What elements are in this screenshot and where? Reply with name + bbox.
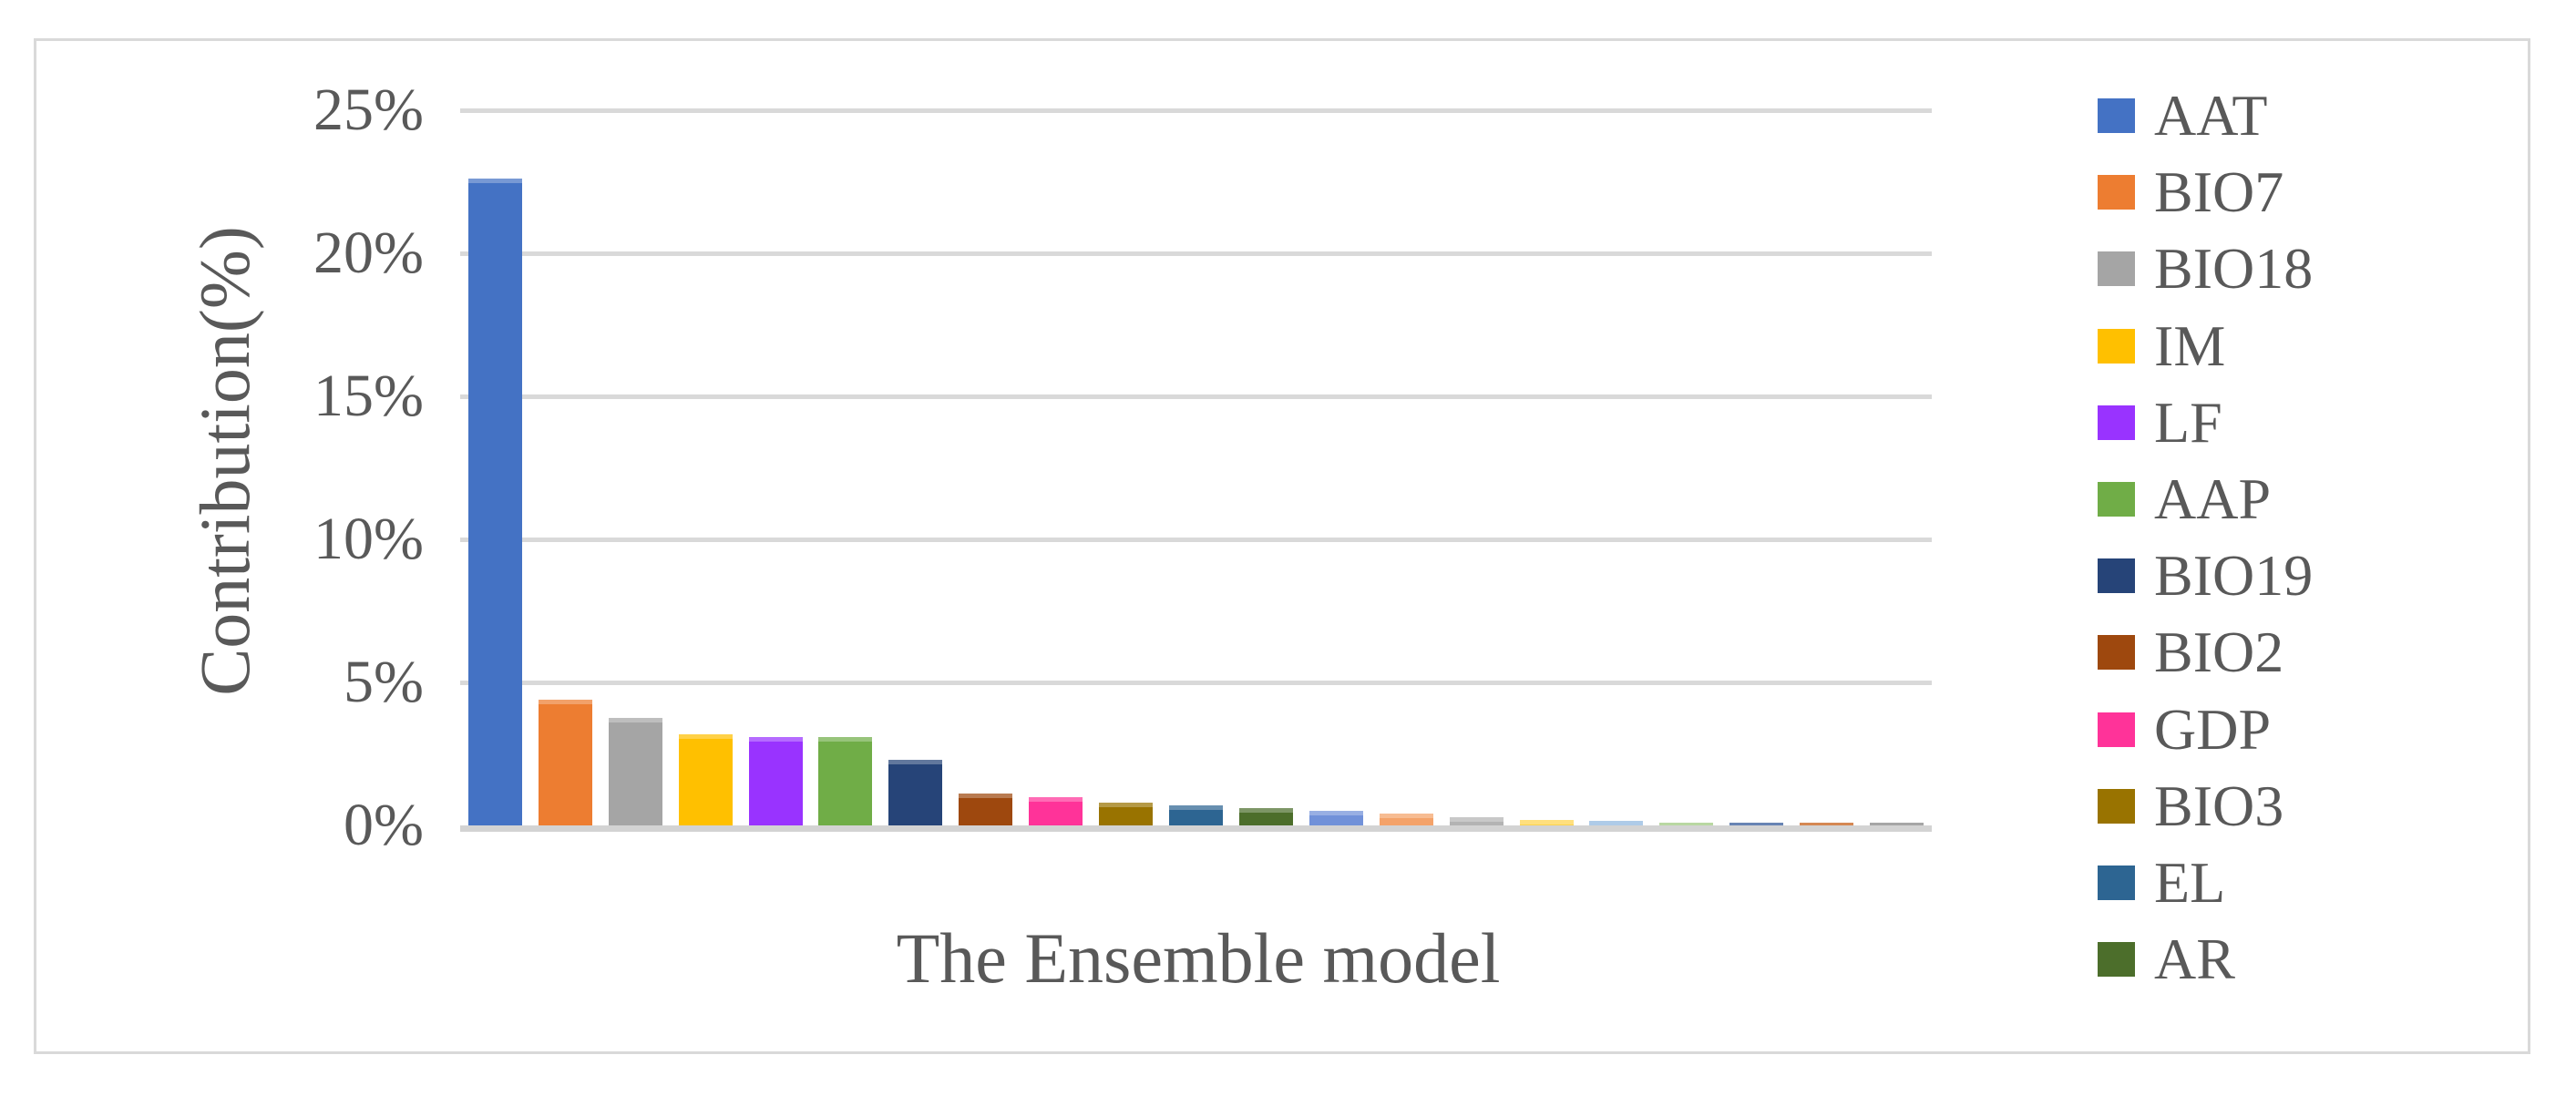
legend-label-BIO2: BIO2 <box>2154 620 2284 684</box>
legend-swatch-BIO7 <box>2098 175 2135 210</box>
bar-BIO18 <box>609 718 662 825</box>
gridline-5% <box>460 681 1932 685</box>
legend-swatch-AAT <box>2098 98 2135 133</box>
x-axis-line <box>460 825 1932 832</box>
bar-series-17 <box>1589 821 1643 825</box>
legend-item-AAT: AAT <box>2098 83 2268 148</box>
y-tick-label-5%: 5% <box>344 649 424 715</box>
legend-label-AAP: AAP <box>2154 466 2272 531</box>
legend-item-BIO2: BIO2 <box>2098 620 2284 684</box>
bar-IM <box>679 734 733 825</box>
bar-AR <box>1239 808 1293 825</box>
y-tick-label-10%: 10% <box>313 506 424 572</box>
legend-item-EL: EL <box>2098 850 2226 915</box>
bar-series-20 <box>1800 823 1853 825</box>
legend-item-BIO7: BIO7 <box>2098 159 2284 224</box>
legend-label-BIO18: BIO18 <box>2154 236 2314 301</box>
bar-AAT <box>468 179 522 825</box>
legend-label-LF: LF <box>2154 390 2222 455</box>
legend-label-AAT: AAT <box>2154 83 2268 148</box>
legend-swatch-GDP <box>2098 712 2135 747</box>
legend-label-EL: EL <box>2154 850 2226 915</box>
legend-label-BIO7: BIO7 <box>2154 159 2284 224</box>
legend-label-AR: AR <box>2154 927 2235 991</box>
legend-swatch-AR <box>2098 942 2135 977</box>
legend-item-BIO3: BIO3 <box>2098 773 2284 838</box>
legend-label-BIO3: BIO3 <box>2154 773 2284 838</box>
legend-item-GDP: GDP <box>2098 697 2272 762</box>
legend-item-BIO19: BIO19 <box>2098 543 2314 608</box>
legend-item-AR: AR <box>2098 927 2235 991</box>
legend-label-GDP: GDP <box>2154 697 2272 762</box>
legend-item-BIO18: BIO18 <box>2098 236 2314 301</box>
legend-label-BIO19: BIO19 <box>2154 543 2314 608</box>
bar-series-18 <box>1659 823 1713 825</box>
legend-swatch-AAP <box>2098 482 2135 517</box>
gridline-15% <box>460 394 1932 399</box>
bar-BIO7 <box>539 700 592 825</box>
x-axis-title: The Ensemble model <box>896 918 1501 998</box>
bar-series-21 <box>1870 823 1924 825</box>
y-axis-title: Contribution(%) <box>185 226 264 696</box>
bar-BIO3 <box>1099 803 1153 825</box>
legend-swatch-BIO3 <box>2098 789 2135 824</box>
bar-AAP <box>818 737 872 825</box>
gridline-10% <box>460 538 1932 542</box>
y-tick-label-25%: 25% <box>313 77 424 143</box>
legend-swatch-IM <box>2098 329 2135 364</box>
gridline-20% <box>460 251 1932 256</box>
bar-GDP <box>1029 797 1083 825</box>
bar-EL <box>1169 805 1223 825</box>
y-tick-label-20%: 20% <box>313 220 424 286</box>
bar-series-14 <box>1380 814 1433 825</box>
legend-swatch-BIO2 <box>2098 635 2135 670</box>
y-tick-label-0%: 0% <box>344 792 424 858</box>
bar-BIO2 <box>959 794 1012 825</box>
legend-swatch-LF <box>2098 405 2135 440</box>
legend-item-AAP: AAP <box>2098 466 2272 531</box>
legend-item-LF: LF <box>2098 390 2222 455</box>
legend-item-IM: IM <box>2098 313 2226 378</box>
bar-LF <box>749 737 803 825</box>
legend-swatch-EL <box>2098 866 2135 900</box>
legend-swatch-BIO18 <box>2098 251 2135 286</box>
y-tick-label-15%: 15% <box>313 363 424 429</box>
bar-series-16 <box>1520 820 1574 825</box>
bar-BIO19 <box>888 760 942 825</box>
bar-series-15 <box>1450 817 1504 825</box>
bar-series-19 <box>1729 823 1783 825</box>
gridline-25% <box>460 108 1932 113</box>
bar-series-13 <box>1309 811 1363 825</box>
legend-swatch-BIO19 <box>2098 558 2135 593</box>
legend-label-IM: IM <box>2154 313 2226 378</box>
